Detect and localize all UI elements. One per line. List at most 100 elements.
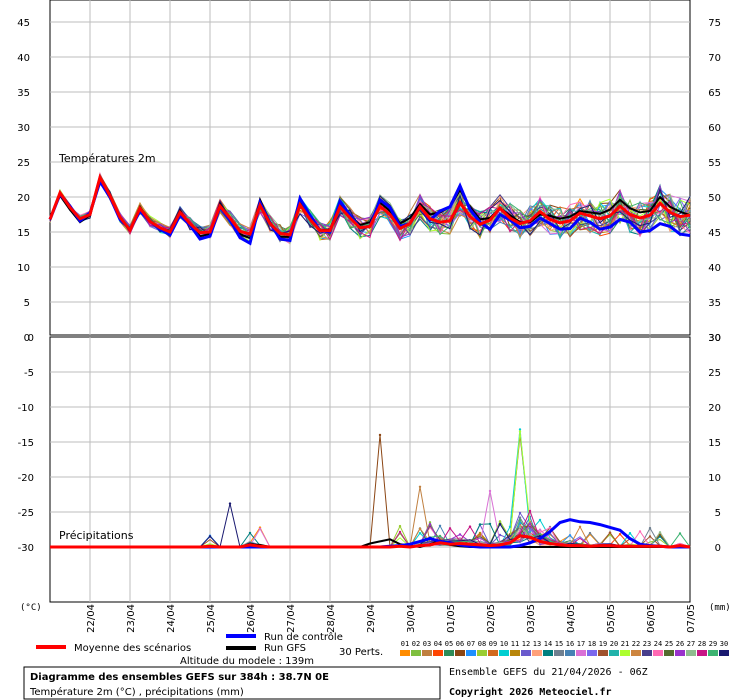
prec-pert-point xyxy=(398,530,402,534)
pert-legend-number: 23 xyxy=(643,640,651,648)
pert-legend-swatch xyxy=(609,650,619,656)
pert-legend-swatch xyxy=(510,650,520,656)
prec-pert-point xyxy=(418,527,422,530)
prec-pert-point xyxy=(578,525,582,528)
pert-legend-swatch xyxy=(664,650,674,656)
temp-right-tick: 50 xyxy=(708,193,721,204)
copyright: Copyright 2026 Meteociel.fr xyxy=(449,686,612,698)
prec-pert-point xyxy=(608,531,612,534)
precipitation-panel-title: Précipitations xyxy=(59,529,134,542)
pert-legend-number: 09 xyxy=(489,640,497,648)
prec-left-tick: -15 xyxy=(18,438,34,449)
pert-legend-number: 21 xyxy=(621,640,629,648)
date-label: 02/05 xyxy=(486,604,497,633)
prec-pert-point xyxy=(518,516,522,519)
prec-pert-point xyxy=(528,522,532,525)
prec-pert-point xyxy=(428,521,432,524)
prec-pert-point xyxy=(648,535,652,538)
pert-legend-swatch xyxy=(433,650,443,656)
prec-left-tick: -25 xyxy=(18,508,34,519)
temp-left-tick: 30 xyxy=(17,123,30,134)
prec-pert-point xyxy=(488,522,492,526)
pert-legend-number: 05 xyxy=(445,640,453,648)
pert-legend-swatch xyxy=(620,650,630,656)
prec-pert-point xyxy=(518,428,522,431)
mean-legend-label: Moyenne des scénarios xyxy=(74,642,191,654)
temp-right-tick: 30 xyxy=(708,333,721,344)
prec-pert-point xyxy=(518,518,522,522)
temp-right-tick: 40 xyxy=(708,263,721,274)
date-label: 05/05 xyxy=(606,604,617,633)
prec-pert-point xyxy=(648,526,652,530)
prec-pert-point xyxy=(538,533,542,536)
pert-legend-swatch xyxy=(477,650,487,656)
diagram-subtitle: Température 2m (°C) , précipitations (mm… xyxy=(29,686,244,698)
unit-right-label: (mm) xyxy=(709,603,731,613)
prec-pert-point xyxy=(658,535,662,538)
prec-right-tick: 5 xyxy=(715,508,721,519)
pert-legend-number: 17 xyxy=(577,640,585,648)
date-label: 07/05 xyxy=(686,604,697,633)
prec-right-tick: 15 xyxy=(708,438,721,449)
prec-left-tick: 0 xyxy=(28,333,34,344)
pert-legend-number: 13 xyxy=(533,640,541,648)
pert-legend-swatch xyxy=(719,650,729,656)
temp-right-tick: 60 xyxy=(708,123,721,134)
prec-pert-point xyxy=(518,532,522,535)
pert-legend-swatch xyxy=(488,650,498,656)
temp-right-tick: 45 xyxy=(708,228,721,239)
pert-legend-swatch xyxy=(543,650,553,656)
temp-right-tick: 35 xyxy=(708,298,721,309)
prec-pert-point xyxy=(518,430,522,433)
pert-legend-swatch xyxy=(455,650,465,656)
pert-legend-number: 04 xyxy=(434,640,442,648)
prec-pert-point xyxy=(538,531,542,534)
prec-pert-point xyxy=(438,524,442,527)
control-legend-label: Run de contrôle xyxy=(264,631,343,643)
prec-pert-point xyxy=(438,534,442,538)
prec-pert-point xyxy=(518,526,522,529)
prec-left-tick: -30 xyxy=(18,543,34,554)
date-label: 24/04 xyxy=(166,604,177,633)
pert-legend-number: 20 xyxy=(610,640,618,648)
temp-left-tick: 15 xyxy=(17,228,30,239)
pert-legend-swatch xyxy=(697,650,707,656)
pert-legend-swatch xyxy=(400,650,410,656)
prec-left-tick: -10 xyxy=(18,403,34,414)
pert-legend-swatch xyxy=(598,650,608,656)
date-label: 22/04 xyxy=(86,604,97,633)
perts-legend-label: 30 Perts. xyxy=(339,647,383,658)
pert-legend-swatch xyxy=(642,650,652,656)
temp-left-tick: 35 xyxy=(17,88,30,99)
prec-right-tick: 0 xyxy=(715,543,721,554)
prec-pert-point xyxy=(538,518,542,522)
pert-legend-number: 22 xyxy=(632,640,640,648)
unit-left-label: (°C) xyxy=(20,603,42,613)
temp-left-tick: 0 xyxy=(24,333,30,344)
pert-legend-number: 06 xyxy=(456,640,464,648)
prec-pert-point xyxy=(638,530,642,533)
prec-pert-point xyxy=(518,511,522,515)
pert-legend-swatch xyxy=(675,650,685,656)
pert-legend-number: 15 xyxy=(555,640,563,648)
date-label: 29/04 xyxy=(366,604,377,633)
pert-legend-number: 12 xyxy=(522,640,530,648)
date-label: 06/05 xyxy=(646,604,657,633)
prec-pert-point xyxy=(398,524,402,528)
prec-pert-point xyxy=(488,489,492,493)
prec-pert-point xyxy=(528,529,532,532)
pert-legend-swatch xyxy=(653,650,663,656)
temperature-panel-title: Températures 2m xyxy=(58,152,156,165)
prec-pert-point xyxy=(448,527,452,530)
temp-left-tick: 25 xyxy=(17,158,30,169)
prec-pert-point xyxy=(248,531,252,535)
date-label: 25/04 xyxy=(206,604,217,633)
prec-pert-point xyxy=(588,531,592,535)
prec-right-tick: 30 xyxy=(708,333,721,344)
temp-left-tick: 10 xyxy=(17,263,30,274)
pert-legend-swatch xyxy=(466,650,476,656)
gfs-legend-label: Run GFS xyxy=(264,643,306,654)
diagram-info-box xyxy=(23,666,441,700)
pert-legend-swatch xyxy=(565,650,575,656)
prec-pert-point xyxy=(478,531,482,535)
